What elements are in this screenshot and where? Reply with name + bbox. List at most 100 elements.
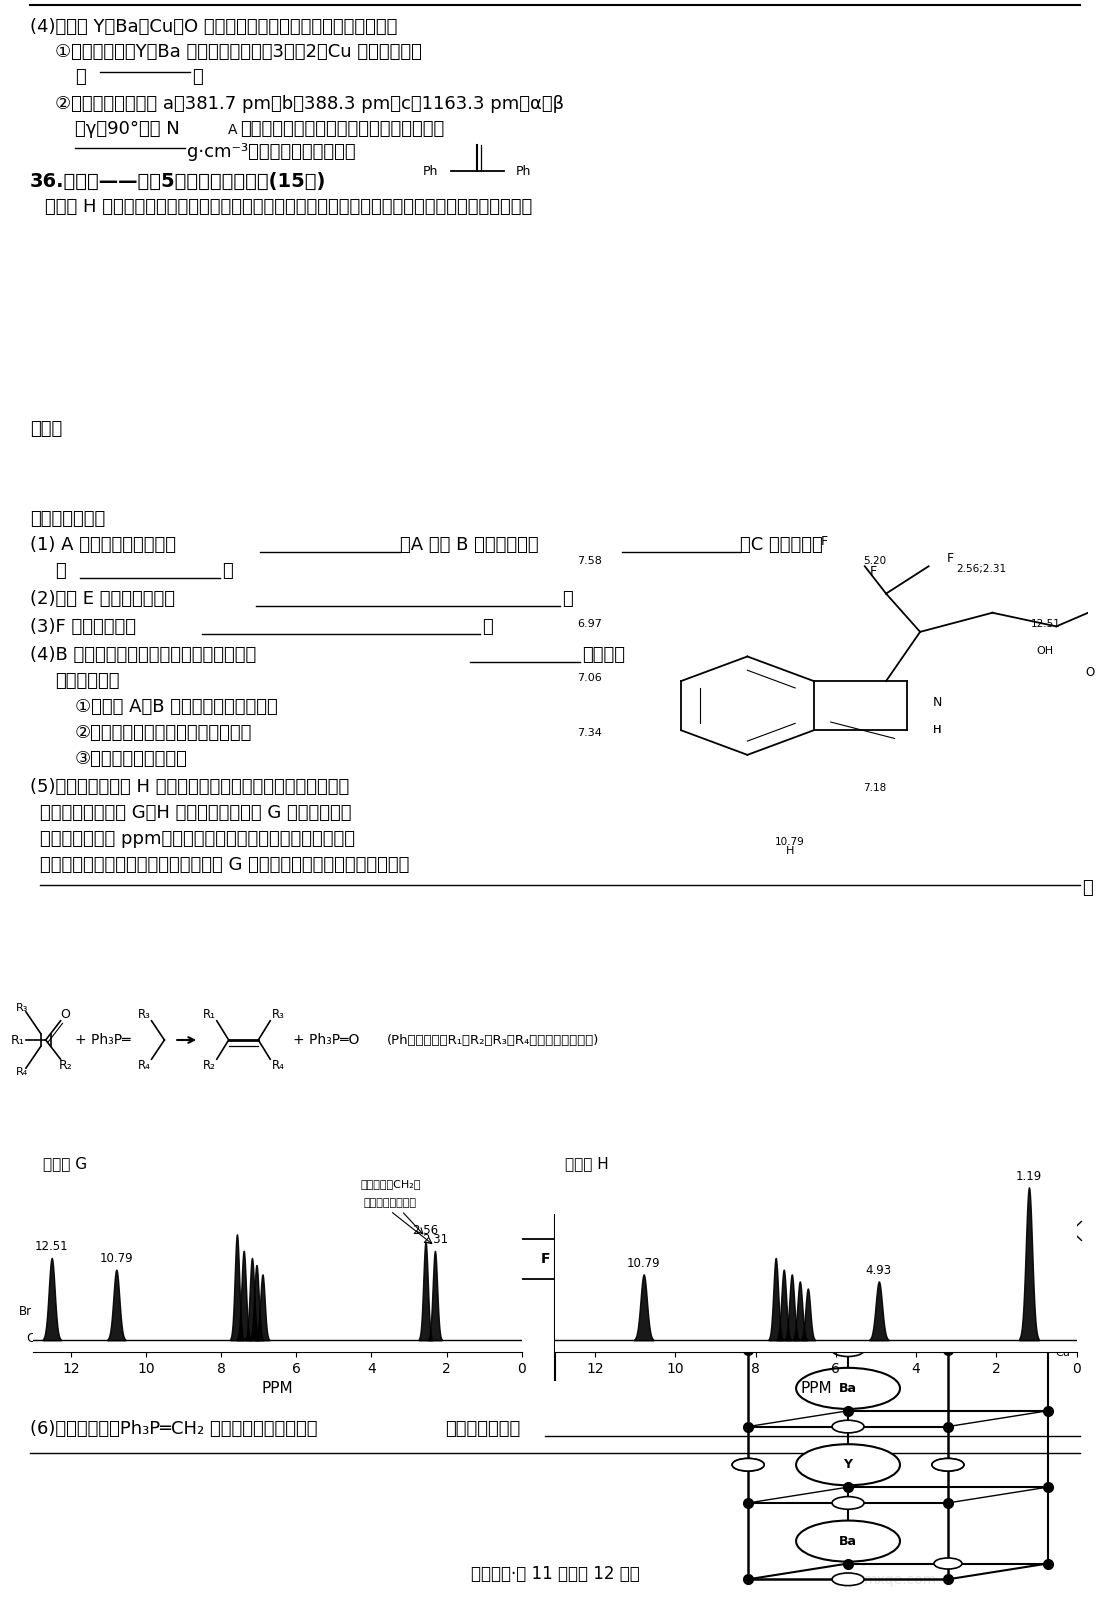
Text: ②含有三氟甲基且能发生银镜反应；: ②含有三氟甲基且能发生银镜反应； — [75, 723, 252, 742]
Text: (3)F 的结构简式为: (3)F 的结构简式为 — [30, 618, 137, 635]
Text: 2.56;2.31: 2.56;2.31 — [957, 565, 1007, 574]
Text: 峰的数目及化学位移值等变化，能说明 G 中的羧基氢被异丙基取代的证据是: 峰的数目及化学位移值等变化，能说明 G 中的羧基氢被异丙基取代的证据是 — [40, 856, 410, 874]
Text: 异丙醇: 异丙醇 — [861, 1240, 881, 1250]
Text: 12.51: 12.51 — [1030, 619, 1060, 629]
Text: 为: 为 — [75, 67, 85, 86]
Text: D: D — [199, 1331, 209, 1344]
Text: SOCl₂: SOCl₂ — [856, 1267, 887, 1277]
Text: R₄: R₄ — [272, 1059, 284, 1072]
Circle shape — [733, 1459, 764, 1470]
Text: O: O — [78, 1325, 87, 1334]
Text: 2.56: 2.56 — [413, 1224, 438, 1237]
Text: 的氢裂分为二重峰: 的氢裂分为二重峰 — [364, 1198, 416, 1208]
Text: N: N — [932, 696, 941, 709]
Text: O: O — [1048, 1230, 1056, 1240]
Text: H: H — [108, 1230, 114, 1240]
Text: 位移值（单位为 ppm）如图所示。分析对比谱图中氢原子吸收: 位移值（单位为 ppm）如图所示。分析对比谱图中氢原子吸收 — [40, 830, 355, 848]
Text: (2)生成 E 的化学方程式为: (2)生成 E 的化学方程式为 — [30, 590, 175, 608]
Text: 10.79: 10.79 — [775, 837, 805, 848]
Text: ③取代基均连接苯环。: ③取代基均连接苯环。 — [75, 750, 188, 768]
Text: OH: OH — [818, 1234, 835, 1243]
Circle shape — [932, 1459, 963, 1470]
Text: F₃C: F₃C — [989, 1214, 1006, 1224]
Text: 4.93: 4.93 — [866, 1264, 892, 1277]
Text: (4)B 的同分异构体中，符合下列条件的共有: (4)B 的同分异构体中，符合下列条件的共有 — [30, 646, 256, 664]
Text: 7.18: 7.18 — [864, 782, 887, 792]
Circle shape — [832, 1496, 864, 1509]
Text: E: E — [402, 1253, 412, 1266]
X-axis label: PPM: PPM — [262, 1381, 293, 1397]
Text: O: O — [269, 1301, 278, 1312]
Text: g·cm⁻³（列出计算式即可）。: g·cm⁻³（列出计算式即可）。 — [186, 142, 355, 162]
Text: F: F — [541, 1253, 549, 1266]
Text: ；A 生成 B 的反应类型为: ；A 生成 B 的反应类型为 — [400, 536, 538, 554]
Text: ＝γ＝90°，设 N: ＝γ＝90°，设 N — [75, 120, 180, 138]
Text: 。: 。 — [192, 67, 203, 86]
Text: 2) HCl: 2) HCl — [612, 1267, 643, 1277]
Text: 化合物 G: 化合物 G — [43, 1155, 88, 1171]
Text: O: O — [78, 1288, 87, 1298]
Text: 回答下列问题：: 回答下列问题： — [30, 510, 105, 528]
Text: (1) A 的含氮官能团名称为: (1) A 的含氮官能团名称为 — [30, 536, 176, 554]
Text: 。: 。 — [222, 562, 233, 579]
Text: Y: Y — [844, 1458, 852, 1472]
Text: 为阿伏加德罗常数的值，则该晶体的密度为: 为阿伏加德罗常数的值，则该晶体的密度为 — [240, 120, 444, 138]
Text: O: O — [1028, 1264, 1036, 1274]
Text: R₃: R₃ — [16, 1003, 29, 1013]
Text: O: O — [1056, 1323, 1066, 1336]
Text: 化合物 H 是我国科学家近几年合成的新化合物，在医药、农药等领域有潜在应用。其合成路线如下：: 化合物 H 是我国科学家近几年合成的新化合物，在医药、农药等领域有潜在应用。其合… — [46, 198, 533, 216]
Text: 7.34: 7.34 — [577, 728, 603, 738]
Text: DMF: DMF — [111, 1229, 134, 1238]
Text: 1) NaOH/H₂O: 1) NaOH/H₂O — [594, 1240, 660, 1250]
Circle shape — [932, 1459, 963, 1470]
Text: 受到影响，CH₂中: 受到影响，CH₂中 — [360, 1179, 421, 1189]
Text: ①该化合物中，Y、Ba 的化合价分别为＋3、＋2，Cu 的平均化合价: ①该化合物中，Y、Ba 的化合价分别为＋3、＋2，Cu 的平均化合价 — [56, 43, 422, 61]
Text: 10.79: 10.79 — [627, 1256, 660, 1270]
Text: (6)以二苯甲烷、Ph₃P═CH₂ 为主要原料，设计合成: (6)以二苯甲烷、Ph₃P═CH₂ 为主要原料，设计合成 — [30, 1421, 317, 1438]
Text: + Ph₃P═O: + Ph₃P═O — [293, 1034, 360, 1046]
Text: 。: 。 — [482, 618, 493, 635]
Text: 12.51: 12.51 — [34, 1240, 69, 1253]
Text: H: H — [786, 845, 794, 856]
Text: Ph: Ph — [516, 165, 532, 178]
Text: N: N — [108, 1221, 115, 1230]
Text: O: O — [269, 1278, 278, 1288]
Text: A: A — [57, 1259, 64, 1272]
Circle shape — [832, 1344, 864, 1357]
Text: H: H — [966, 1288, 975, 1301]
Text: R₃: R₃ — [138, 1008, 151, 1021]
Text: ①含有与 A、B 完全相同的环状结构；: ①含有与 A、B 完全相同的环状结构； — [75, 698, 278, 717]
Text: 7.06: 7.06 — [577, 674, 603, 683]
Text: 理科综合·第 11 页（共 12 页）: 理科综合·第 11 页（共 12 页） — [471, 1565, 639, 1582]
Text: N: N — [789, 1248, 798, 1259]
Circle shape — [796, 1520, 900, 1562]
Text: R₁: R₁ — [202, 1008, 215, 1021]
Text: H: H — [932, 725, 941, 736]
Text: 为: 为 — [56, 562, 65, 579]
Circle shape — [733, 1459, 764, 1470]
Circle shape — [934, 1330, 962, 1339]
Text: 1.19: 1.19 — [1016, 1170, 1042, 1182]
Text: O: O — [1086, 666, 1094, 680]
Text: 化合物 H: 化合物 H — [565, 1155, 609, 1171]
Text: A: A — [228, 123, 238, 138]
Text: (CF₃CO)₂O: (CF₃CO)₂O — [97, 1206, 150, 1218]
Text: R₄: R₄ — [138, 1059, 151, 1072]
Text: 5.20: 5.20 — [864, 555, 887, 566]
Circle shape — [796, 1368, 900, 1410]
Text: [: [ — [246, 1202, 266, 1250]
Text: 10.79: 10.79 — [100, 1251, 133, 1266]
Text: N: N — [236, 1221, 244, 1230]
Text: 。: 。 — [562, 590, 573, 608]
Text: 进行表征。化合物 G、H 的核磁共振氢谱及 G 中氢原子化学: 进行表征。化合物 G、H 的核磁共振氢谱及 G 中氢原子化学 — [40, 803, 352, 822]
Text: O: O — [61, 1008, 70, 1021]
Text: F₃C: F₃C — [193, 1181, 210, 1192]
Text: R₄: R₄ — [16, 1067, 28, 1077]
Text: O: O — [232, 1181, 240, 1192]
Text: F₃C: F₃C — [761, 1214, 778, 1224]
Text: OH: OH — [1037, 646, 1053, 656]
Text: G: G — [738, 1288, 748, 1301]
Text: H₂: H₂ — [470, 1242, 483, 1251]
Text: Ba: Ba — [839, 1382, 857, 1395]
Text: Ph: Ph — [423, 165, 438, 178]
